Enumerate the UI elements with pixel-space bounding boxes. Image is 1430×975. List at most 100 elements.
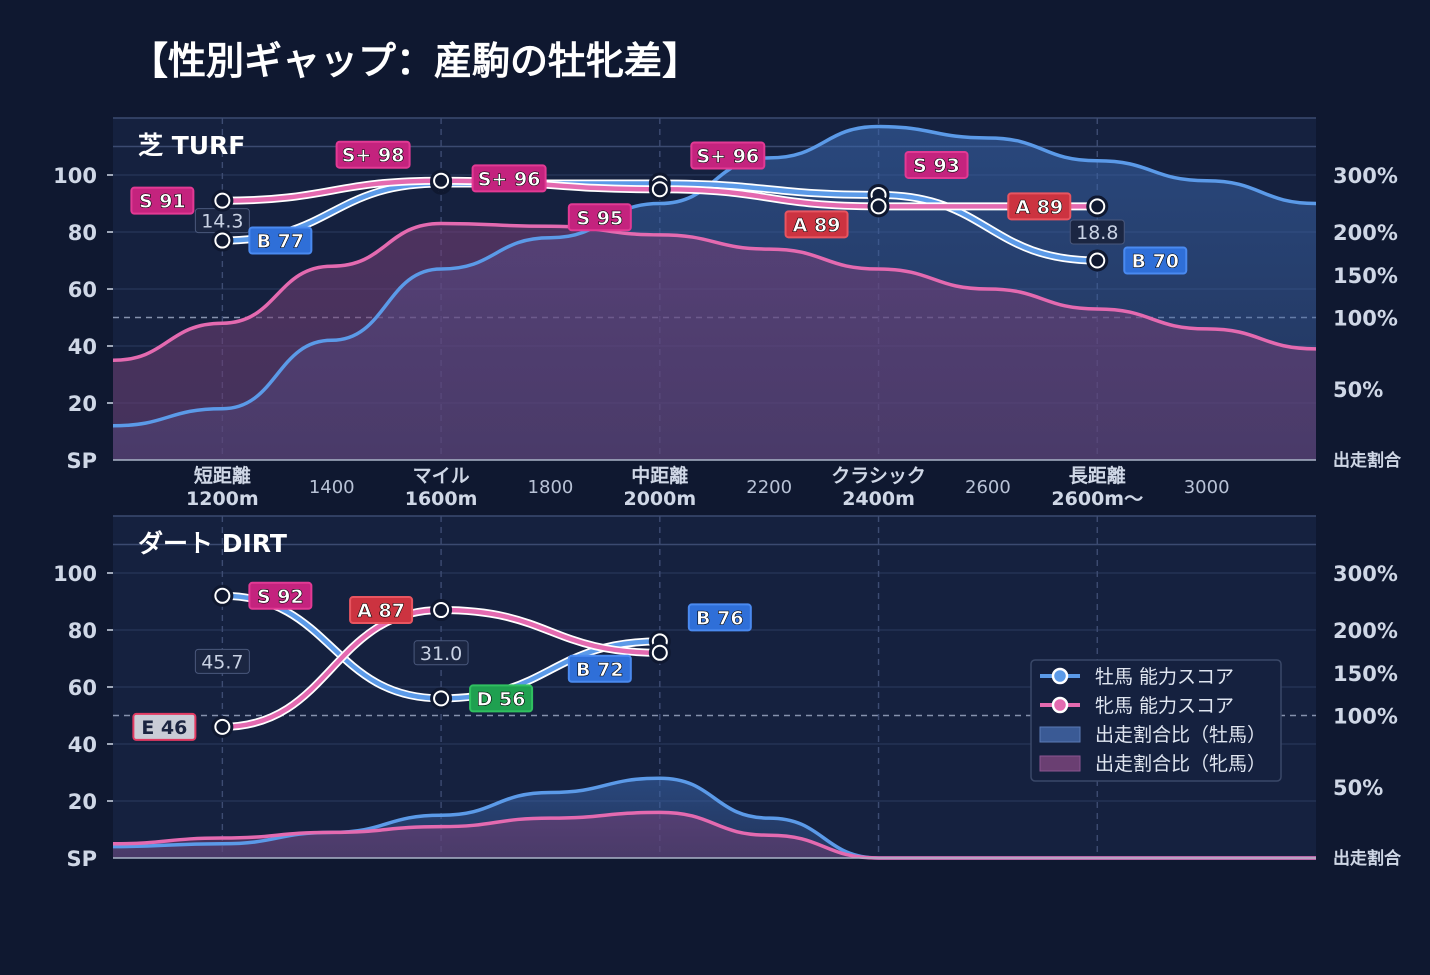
grade-badge-bg bbox=[248, 226, 313, 255]
legend-label: 牡馬 能力スコア bbox=[1095, 666, 1234, 688]
x-category-sub: 2600m〜 bbox=[1051, 488, 1143, 510]
grade-badge: A 87 bbox=[349, 596, 414, 625]
grade-badge: B 72 bbox=[567, 654, 632, 683]
y-tick-label: 40 bbox=[68, 733, 97, 757]
grade-badge-bg bbox=[687, 603, 752, 632]
grade-badge-bg bbox=[335, 140, 411, 169]
y-tick-label: 100 bbox=[53, 562, 97, 586]
x-minor-label: 2200 bbox=[746, 477, 792, 498]
gap-label: 31.0 bbox=[420, 643, 462, 665]
y-tick-label: 40 bbox=[68, 335, 97, 359]
legend-swatch-marker bbox=[1051, 696, 1069, 714]
grade-badge: S+ 98 bbox=[335, 140, 411, 169]
score-point-inner bbox=[1091, 200, 1104, 213]
legend-label: 出走割合比（牡馬） bbox=[1095, 724, 1266, 746]
grade-badge-text: S+ 98 bbox=[342, 145, 405, 167]
y-tick-label: 100 bbox=[53, 164, 97, 188]
grade-badge: B 70 bbox=[1123, 246, 1188, 275]
grade-badge-bg bbox=[784, 210, 849, 239]
grade-badge-text: S+ 96 bbox=[696, 146, 759, 168]
y2-tick-label: 150% bbox=[1333, 662, 1398, 686]
y2-tick-label: 100% bbox=[1333, 705, 1398, 729]
grade-badge-text: S 91 bbox=[139, 191, 186, 213]
grade-badge: A 89 bbox=[1007, 192, 1072, 221]
y-tick-label: 80 bbox=[68, 221, 97, 245]
score-point-inner bbox=[872, 200, 885, 213]
ratio-line-female bbox=[112, 221, 1317, 362]
grade-badge-text: A 89 bbox=[1015, 196, 1063, 218]
ratio-area-female bbox=[113, 223, 1316, 460]
y2-tick-label: 100% bbox=[1333, 307, 1398, 331]
score-point-inner bbox=[653, 646, 666, 659]
grade-badge-bg bbox=[248, 581, 313, 610]
grade-badge-bg bbox=[567, 203, 632, 232]
chart-panel-0: 芝 TURF SP 20 40 60 80 100 50% 100% 150% 200% 300% 出走… bbox=[53, 117, 1402, 510]
gap-label-bg bbox=[1069, 219, 1125, 245]
y-tick-label: 20 bbox=[68, 790, 97, 814]
grade-badge: B 77 bbox=[248, 226, 313, 255]
grade-badges-0: B 77 S+ 96 S 93 B 70 S 91 S+ 98 S 95 A 89 A 89 S+… bbox=[130, 140, 1188, 275]
x-category-label: マイル bbox=[413, 465, 470, 487]
x-category-label: 長距離 bbox=[1069, 464, 1126, 487]
x-minor-label: 2600 bbox=[965, 477, 1011, 498]
grade-badge: S+ 96 bbox=[690, 141, 766, 170]
y2-tick-label: 300% bbox=[1333, 164, 1398, 188]
grade-badge-text: S 93 bbox=[913, 155, 960, 177]
grade-badge: S 91 bbox=[130, 186, 195, 215]
grade-badge: S 93 bbox=[904, 150, 969, 179]
y2-axis-label: 出走割合 bbox=[1333, 848, 1402, 869]
grade-badge-bg bbox=[349, 596, 414, 625]
y2-tick-label: 300% bbox=[1333, 562, 1398, 586]
gap-label: 45.7 bbox=[201, 651, 243, 673]
y-tick-label: 20 bbox=[68, 392, 97, 416]
score-point-inner bbox=[435, 692, 448, 705]
score-point-inner bbox=[216, 720, 229, 733]
y2-tick-label: 200% bbox=[1333, 619, 1398, 643]
x-minor-label: 1400 bbox=[309, 477, 355, 498]
grade-badge-text: B 76 bbox=[696, 607, 744, 629]
x-category-label: 中距離 bbox=[631, 464, 688, 487]
x-minor-label: 3000 bbox=[1184, 477, 1230, 498]
legend-swatch-box bbox=[1039, 755, 1081, 772]
score-point-inner bbox=[216, 589, 229, 602]
grade-badge: D 56 bbox=[469, 684, 534, 713]
grade-badge: E 46 bbox=[132, 712, 197, 741]
grade-badge-bg bbox=[469, 684, 534, 713]
score-point-inner bbox=[435, 604, 448, 617]
grade-badge-text: A 87 bbox=[357, 600, 405, 622]
legend-swatch-box bbox=[1039, 726, 1081, 743]
grade-badge-bg bbox=[132, 712, 197, 741]
score-point-inner bbox=[216, 234, 229, 247]
y-tick-label: SP bbox=[66, 847, 97, 871]
legend-box bbox=[1030, 659, 1282, 782]
y2-tick-label: 150% bbox=[1333, 264, 1398, 288]
page-title: 【性別ギャップ：産駒の牡牝差】 bbox=[130, 39, 701, 83]
grade-badge-bg bbox=[130, 186, 195, 215]
gap-label-bg bbox=[413, 640, 469, 666]
grade-badges-1: S 92 D 56 B 76 E 46 A 87 B 72 bbox=[132, 581, 752, 741]
score-point-inner bbox=[653, 183, 666, 196]
grade-badge-bg bbox=[567, 654, 632, 683]
x-category-sub: 2400m bbox=[842, 488, 915, 510]
legend-swatch-marker bbox=[1051, 667, 1069, 685]
y-tick-label: SP bbox=[66, 449, 97, 473]
x-category-sub: 1200m bbox=[186, 488, 259, 510]
x-category-sub: 2000m bbox=[623, 488, 696, 510]
grade-badge-text: S+ 96 bbox=[478, 168, 541, 190]
grade-badge-text: S 95 bbox=[576, 207, 623, 229]
score-point-inner bbox=[435, 174, 448, 187]
grade-badge: S+ 96 bbox=[471, 164, 547, 193]
grade-badge-text: D 56 bbox=[477, 688, 526, 710]
y2-axis-label: 出走割合 bbox=[1333, 450, 1402, 471]
grade-badge-text: A 89 bbox=[793, 214, 841, 236]
x-category-label: クラシック bbox=[831, 465, 926, 487]
score-point-inner bbox=[216, 194, 229, 207]
legend-label: 出走割合比（牝馬） bbox=[1095, 753, 1266, 775]
grade-badge: S 95 bbox=[567, 203, 632, 232]
y2-tick-label: 50% bbox=[1333, 378, 1383, 402]
panel-title: ダート DIRT bbox=[138, 529, 287, 558]
gap-label: 18.8 bbox=[1076, 222, 1118, 244]
ratio-area-female bbox=[113, 812, 1316, 858]
